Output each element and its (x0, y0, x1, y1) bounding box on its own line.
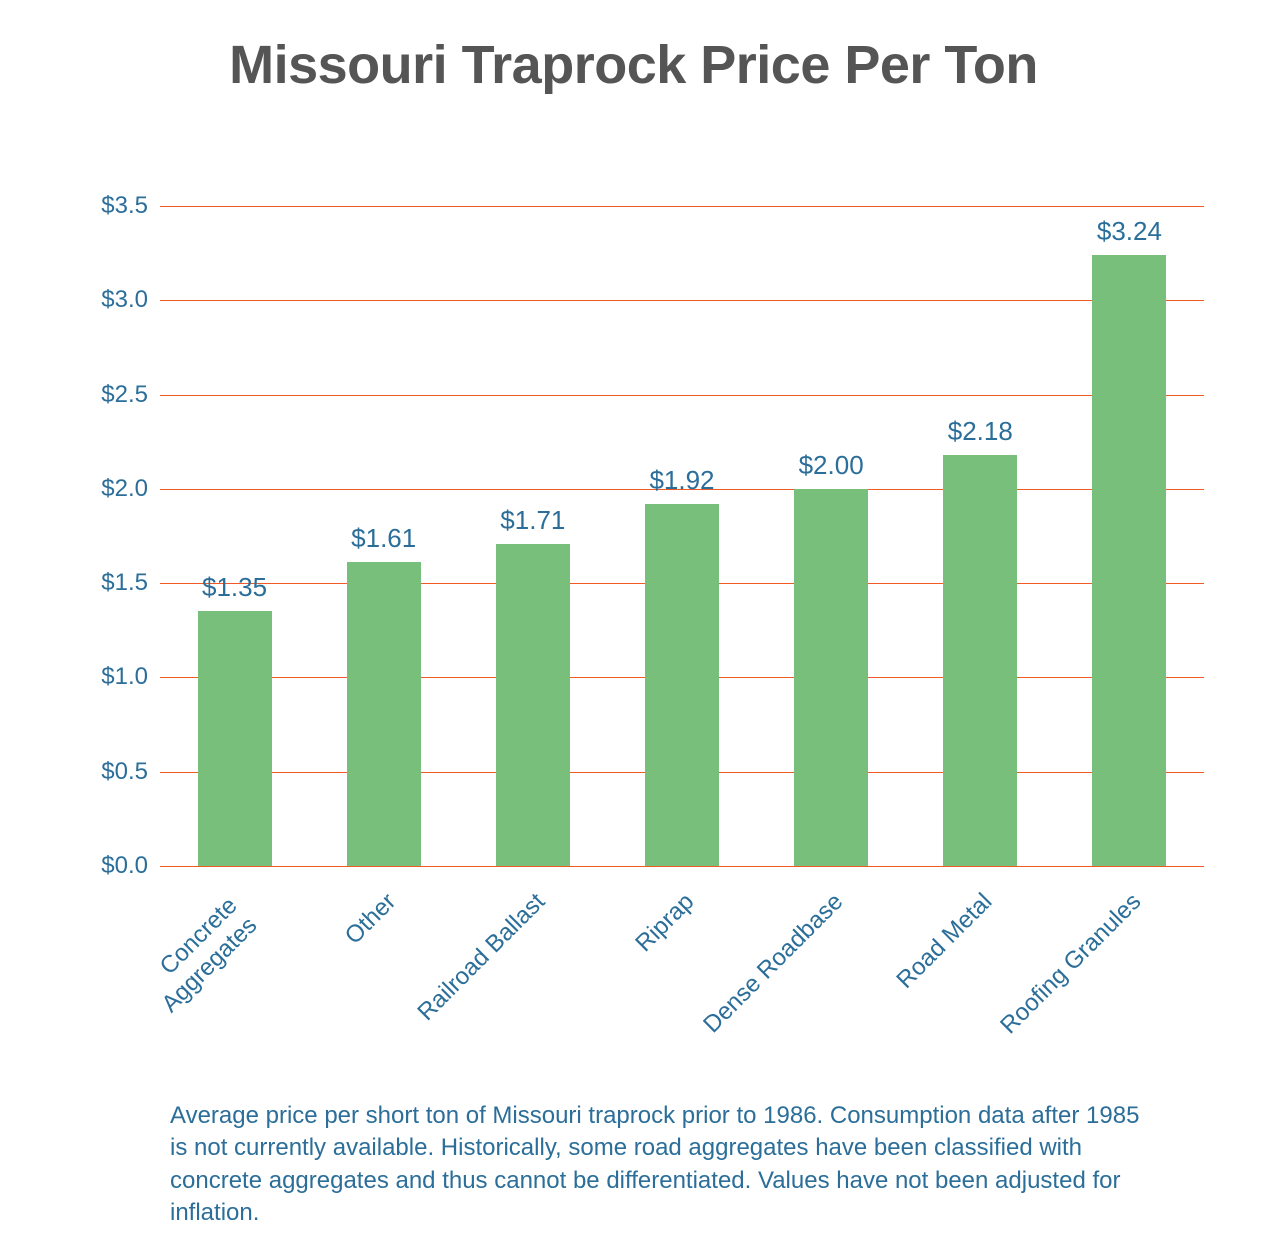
y-axis-tick-label: $3.0 (101, 286, 148, 314)
bar (198, 611, 272, 866)
bar-value-label: $2.18 (900, 416, 1060, 447)
y-axis-tick-label: $0.5 (101, 758, 148, 786)
y-axis-tick-label: $2.0 (101, 475, 148, 503)
bar (794, 489, 868, 866)
x-axis-category-label: Railroad Ballast (412, 888, 550, 1026)
x-axis-category-label: Road Metal (892, 888, 998, 994)
x-axis-category-label: Dense Roadbase (698, 888, 849, 1039)
chart-caption: Average price per short ton of Missouri … (170, 1100, 1150, 1230)
y-axis-tick-label: $2.5 (101, 381, 148, 409)
gridline (160, 206, 1204, 207)
gridline (160, 395, 1204, 396)
y-axis-tick-label: $0.0 (101, 852, 148, 880)
bar-value-label: $1.71 (453, 505, 613, 536)
x-axis-category-label: Other (339, 888, 401, 950)
plot-area: $0.0$0.5$1.0$1.5$2.0$2.5$3.0$3.5$1.35Con… (160, 206, 1204, 866)
y-axis-tick-label: $1.0 (101, 663, 148, 691)
y-axis-tick-label: $3.5 (101, 192, 148, 220)
bar-value-label: $2.00 (751, 450, 911, 481)
gridline (160, 866, 1204, 867)
bar-value-label: $1.35 (155, 572, 315, 603)
bar (496, 544, 570, 866)
x-axis-category-label: Riprap (630, 888, 700, 958)
chart-title: Missouri Traprock Price Per Ton (0, 34, 1267, 96)
page: Missouri Traprock Price Per Ton $0.0$0.5… (0, 0, 1267, 1259)
bar-chart: $0.0$0.5$1.0$1.5$2.0$2.5$3.0$3.5$1.35Con… (160, 206, 1204, 866)
x-axis-category-label: Concrete Aggregates (136, 892, 262, 1018)
bar (645, 504, 719, 866)
y-axis-tick-label: $1.5 (101, 569, 148, 597)
bar-value-label: $1.92 (602, 465, 762, 496)
bar-value-label: $3.24 (1049, 216, 1209, 247)
bar (943, 455, 1017, 866)
bar-value-label: $1.61 (304, 523, 464, 554)
bar (1092, 255, 1166, 866)
gridline (160, 300, 1204, 301)
bar (347, 562, 421, 866)
x-axis-category-label: Roofing Granules (996, 888, 1148, 1040)
